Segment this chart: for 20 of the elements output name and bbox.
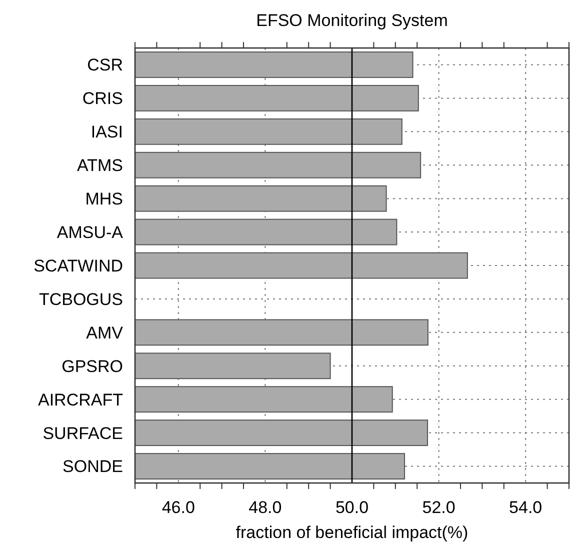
- x-tick-label: 52.0: [422, 498, 456, 517]
- y-tick-label: MHS: [85, 190, 123, 209]
- y-tick-label: SURFACE: [42, 424, 123, 443]
- y-tick-label: ATMS: [77, 156, 123, 176]
- y-tick-label: SCATWIND: [34, 256, 123, 276]
- x-tick-label: 48.0: [248, 498, 282, 517]
- x-tick-label: 54.0: [509, 498, 542, 517]
- y-tick-label: AMV: [86, 323, 124, 342]
- x-tick-label: 50.0: [335, 498, 369, 517]
- y-tick-label: AMSU-A: [56, 222, 124, 242]
- y-tick-label: AIRCRAFT: [38, 390, 123, 410]
- y-tick-label: GPSRO: [62, 356, 123, 376]
- y-tick-label: CSR: [87, 56, 123, 75]
- chart-title: EFSO Monitoring System: [256, 11, 448, 30]
- y-tick-label: IASI: [90, 122, 123, 142]
- x-axis-title: fraction of beneficial impact(%): [236, 523, 468, 542]
- x-tick-label: 46.0: [162, 498, 195, 517]
- y-tick-label: SONDE: [62, 457, 123, 476]
- y-tick-label: CRIS: [82, 89, 123, 108]
- y-tick-label: TCBOGUS: [38, 290, 123, 309]
